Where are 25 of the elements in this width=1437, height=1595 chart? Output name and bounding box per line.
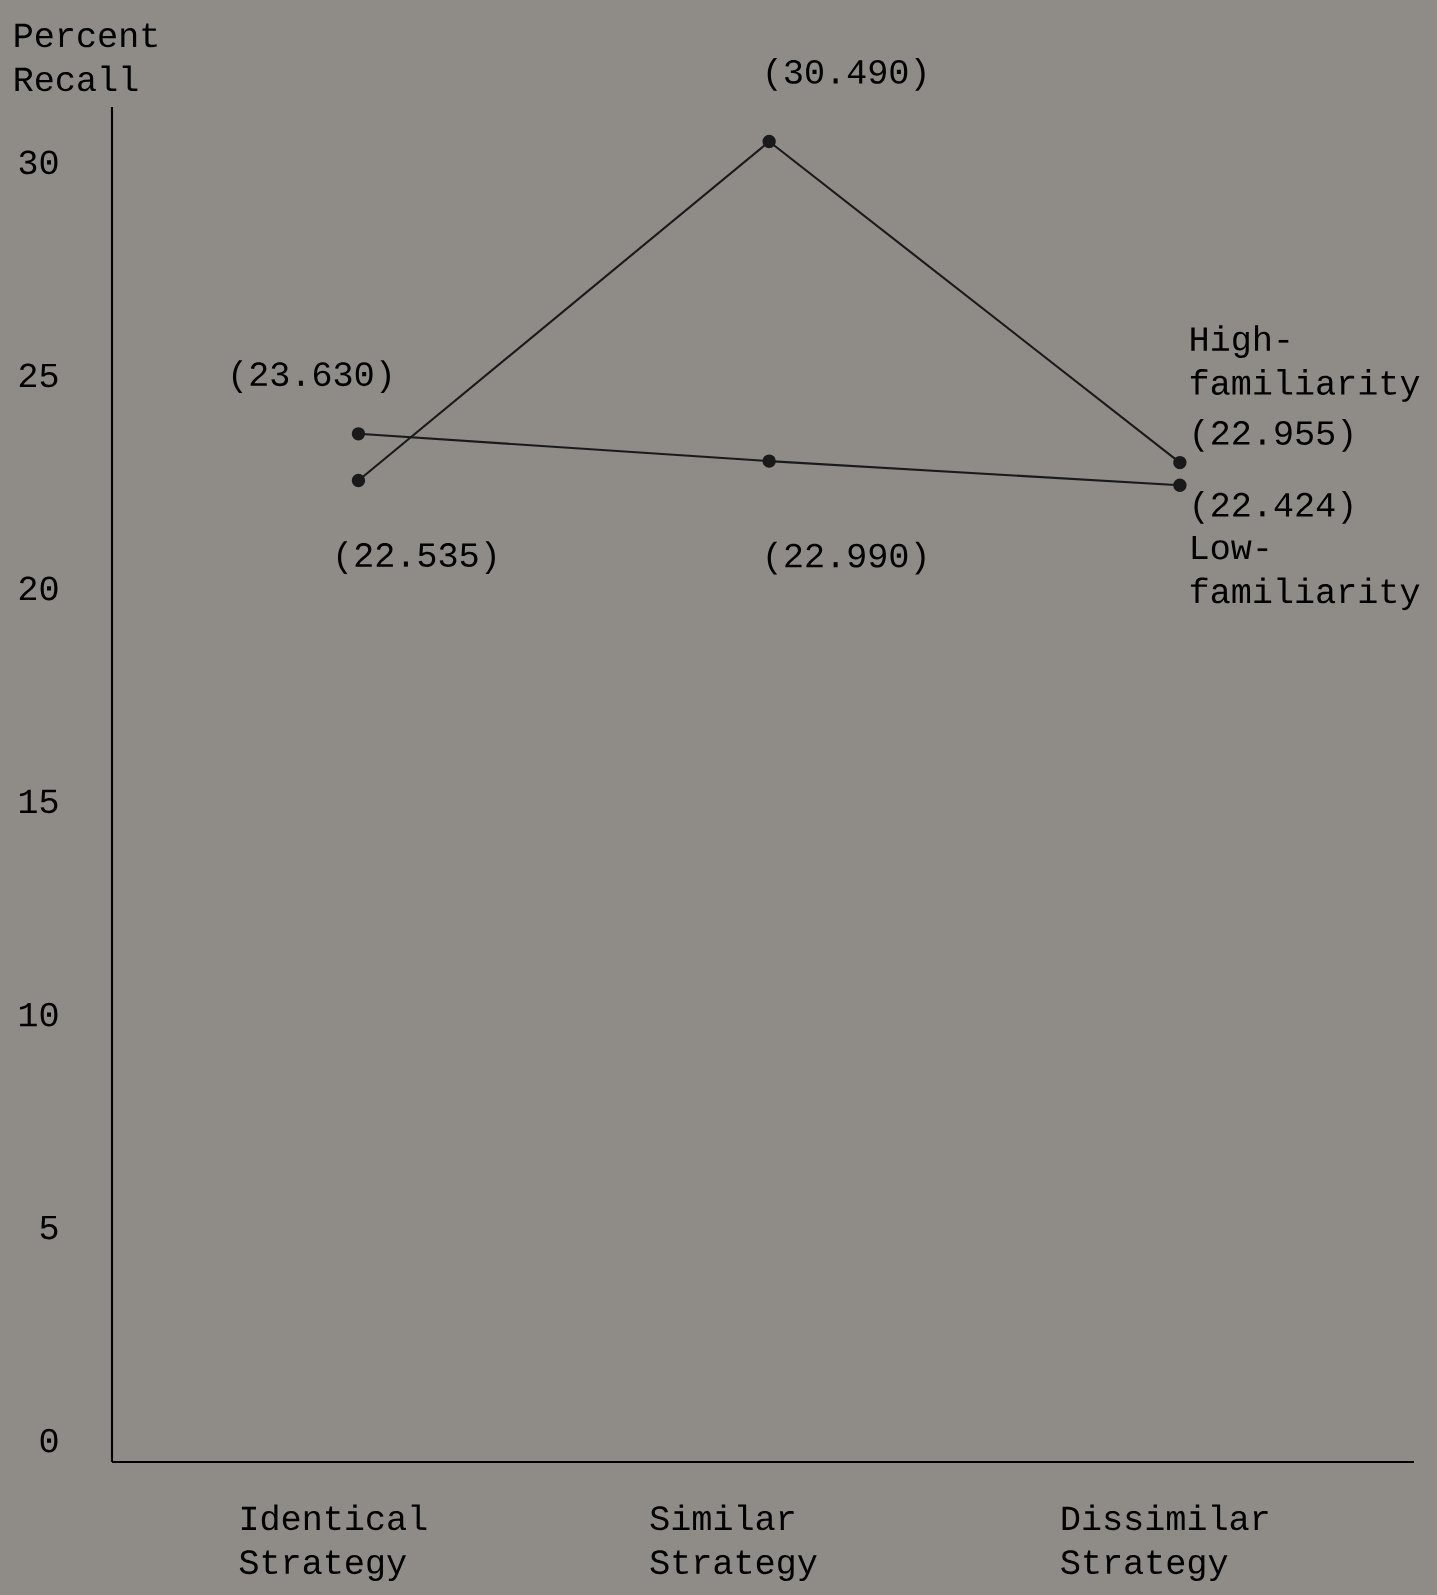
x-tick-label: Similar Strategy <box>650 1504 817 1582</box>
data-label: (22.535) <box>337 541 495 574</box>
point <box>1173 478 1187 492</box>
point <box>762 454 776 468</box>
data-label: (22.990) <box>767 541 925 575</box>
y-tick-label: 10 <box>19 1002 58 1027</box>
y-tick-label: 20 <box>19 576 58 601</box>
y-tick-label: 5 <box>40 1215 58 1240</box>
point <box>351 473 366 488</box>
x-tick-label: Dissimilar Strategy <box>1061 1504 1268 1582</box>
series-label: Low-familiarity <box>1190 535 1420 611</box>
y-tick-label: 15 <box>19 789 58 814</box>
y-tick-label: 25 <box>19 363 58 388</box>
y-tick-label: 0 <box>40 1428 58 1453</box>
point <box>1173 455 1187 470</box>
point <box>762 134 776 149</box>
data-label: (30.490) <box>767 58 925 91</box>
data-label: (23.630) <box>232 360 390 394</box>
series-label: High-familiarity <box>1190 325 1420 402</box>
point <box>351 427 366 441</box>
x-tick-label: Identical Strategy <box>239 1504 427 1582</box>
data-label: (22.424) <box>1194 490 1352 524</box>
y-tick-label: 30 <box>19 150 58 175</box>
data-label: (22.955) <box>1194 419 1352 452</box>
y-axis-title: Percent Recall <box>15 23 157 92</box>
